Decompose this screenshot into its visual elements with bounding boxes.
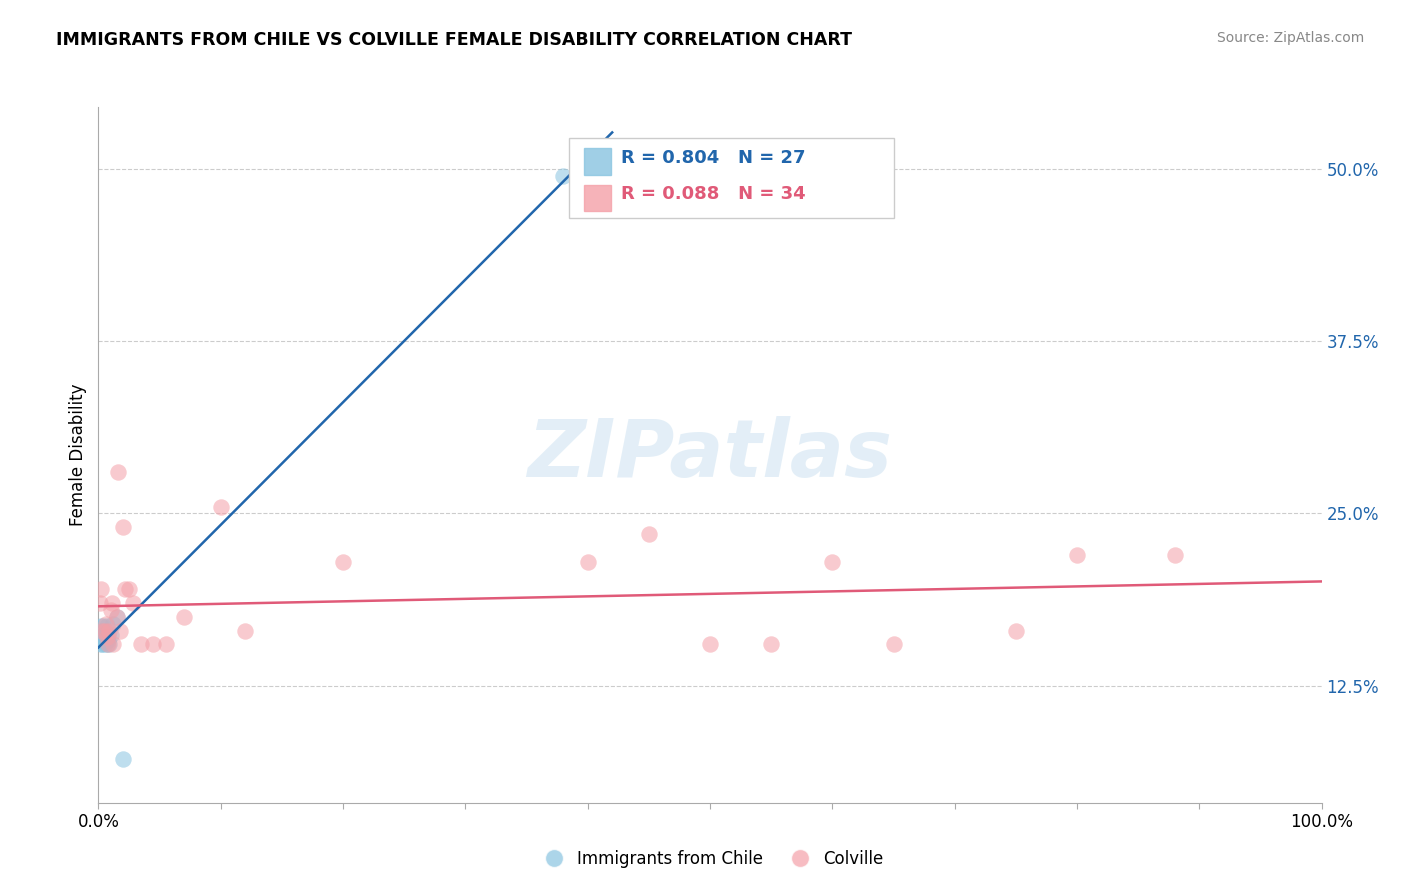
Point xyxy=(105,609,128,624)
Point xyxy=(111,520,134,534)
Point xyxy=(101,596,124,610)
Point xyxy=(91,633,114,648)
Point xyxy=(107,465,129,479)
Point xyxy=(97,633,120,648)
Point xyxy=(93,624,115,638)
Point xyxy=(209,500,232,514)
Point xyxy=(91,628,114,642)
Point xyxy=(93,637,115,651)
Y-axis label: Female Disability: Female Disability xyxy=(69,384,87,526)
Point xyxy=(96,637,118,651)
Point xyxy=(1004,624,1026,638)
Point xyxy=(90,637,112,651)
Point xyxy=(576,555,599,569)
Point xyxy=(91,619,114,633)
Point xyxy=(129,637,152,651)
Point xyxy=(821,555,844,569)
Point xyxy=(110,624,132,638)
Bar xyxy=(583,148,612,175)
Point xyxy=(90,582,112,597)
Point xyxy=(94,616,117,631)
Point xyxy=(173,609,195,624)
Point xyxy=(89,633,111,648)
Point xyxy=(332,555,354,569)
Text: Source: ZipAtlas.com: Source: ZipAtlas.com xyxy=(1216,31,1364,45)
Point xyxy=(105,609,128,624)
Bar xyxy=(583,185,612,211)
Point xyxy=(91,633,114,648)
Point xyxy=(638,527,661,541)
Point xyxy=(761,637,783,651)
Point xyxy=(90,631,112,645)
Point xyxy=(89,596,111,610)
Point xyxy=(114,582,136,597)
Point xyxy=(96,631,118,645)
Text: IMMIGRANTS FROM CHILE VS COLVILLE FEMALE DISABILITY CORRELATION CHART: IMMIGRANTS FROM CHILE VS COLVILLE FEMALE… xyxy=(56,31,852,49)
Point xyxy=(121,596,143,610)
Point xyxy=(118,582,141,597)
Point xyxy=(97,628,120,642)
Point xyxy=(883,637,905,651)
Point xyxy=(111,752,134,766)
Point xyxy=(89,628,111,642)
Point xyxy=(91,624,114,638)
Point xyxy=(155,637,177,651)
Point xyxy=(142,637,165,651)
Point xyxy=(90,619,112,633)
Point xyxy=(101,616,124,631)
Point xyxy=(233,624,256,638)
Point xyxy=(101,637,124,651)
Point xyxy=(93,628,115,642)
Point xyxy=(553,169,575,183)
Point xyxy=(91,637,114,651)
Text: R = 0.088   N = 34: R = 0.088 N = 34 xyxy=(620,185,806,203)
Point xyxy=(94,633,117,648)
Point xyxy=(98,624,121,638)
Point xyxy=(91,624,114,638)
Point xyxy=(1066,548,1088,562)
Point xyxy=(100,603,122,617)
Point xyxy=(98,637,121,651)
Point xyxy=(699,637,721,651)
Point xyxy=(91,628,114,642)
Text: ZIPatlas: ZIPatlas xyxy=(527,416,893,494)
Point xyxy=(100,628,122,642)
Point xyxy=(1164,548,1187,562)
FancyBboxPatch shape xyxy=(569,138,894,219)
Point xyxy=(93,631,115,645)
Point xyxy=(94,628,117,642)
Text: R = 0.804   N = 27: R = 0.804 N = 27 xyxy=(620,149,806,167)
Point xyxy=(97,637,120,651)
Point xyxy=(96,619,118,633)
Legend: Immigrants from Chile, Colville: Immigrants from Chile, Colville xyxy=(530,843,890,874)
